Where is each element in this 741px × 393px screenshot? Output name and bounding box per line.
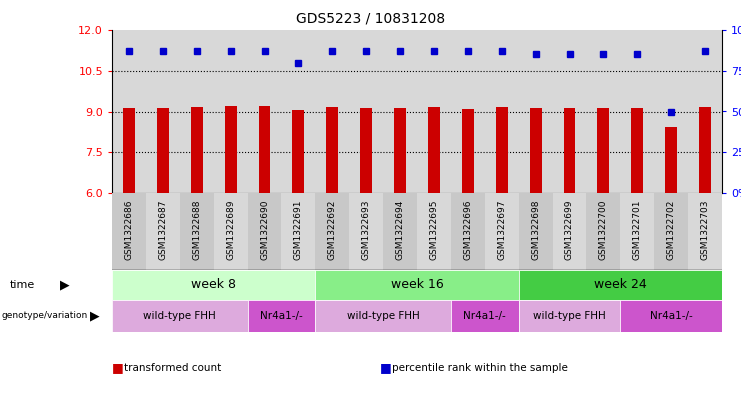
Bar [123,108,135,193]
Bar [157,108,169,193]
Bar [485,193,519,270]
Bar [665,127,677,193]
Text: Nr4a1-/-: Nr4a1-/- [260,311,303,321]
Text: GSM1322697: GSM1322697 [497,199,506,260]
Bar [519,193,553,270]
Bar [428,107,440,193]
Bar [316,193,349,270]
Bar [564,108,576,193]
Text: ■: ■ [112,362,124,375]
Text: ■: ■ [380,362,392,375]
Bar [688,30,722,193]
Bar [654,30,688,193]
Text: GSM1322688: GSM1322688 [192,199,202,260]
Bar [451,30,485,193]
Bar [247,300,316,332]
Bar [282,30,316,193]
Text: Nr4a1-/-: Nr4a1-/- [463,311,506,321]
Text: transformed count: transformed count [124,363,222,373]
Bar [699,107,711,193]
Text: GSM1322698: GSM1322698 [531,199,540,260]
Text: GDS5223 / 10831208: GDS5223 / 10831208 [296,12,445,26]
Bar [383,30,417,193]
Bar [112,193,146,270]
Text: week 8: week 8 [191,279,236,292]
Bar [394,108,406,193]
Bar [190,107,202,193]
Bar [496,107,508,193]
Text: GSM1322700: GSM1322700 [599,199,608,260]
Bar [326,107,338,193]
Bar [349,30,383,193]
Bar [485,30,519,193]
Bar [530,108,542,193]
Text: GSM1322687: GSM1322687 [159,199,167,260]
Bar [553,193,586,270]
Bar [360,108,372,193]
Bar [417,30,451,193]
Bar [631,108,643,193]
Text: GSM1322701: GSM1322701 [633,199,642,260]
Bar [620,30,654,193]
Bar [417,193,451,270]
Bar [519,270,722,300]
Text: wild-type FHH: wild-type FHH [144,311,216,321]
Bar [180,30,213,193]
Text: week 16: week 16 [391,279,443,292]
Bar [620,300,722,332]
Bar [213,193,247,270]
Bar [247,193,282,270]
Text: GSM1322690: GSM1322690 [260,199,269,260]
Text: GSM1322686: GSM1322686 [124,199,133,260]
Bar [112,30,146,193]
Bar [247,30,282,193]
Text: GSM1322689: GSM1322689 [226,199,235,260]
Bar [451,300,519,332]
Text: GSM1322692: GSM1322692 [328,199,336,259]
Text: GSM1322696: GSM1322696 [463,199,472,260]
Bar [688,193,722,270]
Text: genotype/variation: genotype/variation [2,312,88,321]
Text: GSM1322702: GSM1322702 [667,199,676,259]
Bar [316,30,349,193]
Bar [383,193,417,270]
Bar [293,110,305,193]
Bar [586,30,620,193]
Text: GSM1322691: GSM1322691 [294,199,303,260]
Bar [654,193,688,270]
Bar [349,193,383,270]
Bar [213,30,247,193]
Bar [146,30,180,193]
Bar [282,193,316,270]
Bar [586,193,620,270]
Text: wild-type FHH: wild-type FHH [347,311,419,321]
Bar [112,270,316,300]
Text: GSM1322703: GSM1322703 [700,199,710,260]
Text: ▶: ▶ [90,310,99,323]
Bar [180,193,213,270]
Text: week 24: week 24 [594,279,647,292]
Bar [519,30,553,193]
Text: wild-type FHH: wild-type FHH [533,311,606,321]
Bar [553,30,586,193]
Bar [519,300,620,332]
Text: GSM1322693: GSM1322693 [362,199,370,260]
Text: percentile rank within the sample: percentile rank within the sample [392,363,568,373]
Bar [597,108,609,193]
Text: GSM1322699: GSM1322699 [565,199,574,260]
Text: GSM1322695: GSM1322695 [430,199,439,260]
Bar [316,270,519,300]
Text: time: time [10,280,36,290]
Bar [316,300,451,332]
Text: GSM1322694: GSM1322694 [396,199,405,259]
Bar [112,300,247,332]
Bar [620,193,654,270]
Text: Nr4a1-/-: Nr4a1-/- [650,311,693,321]
Bar [146,193,180,270]
Bar [451,193,485,270]
Bar [259,106,270,193]
Bar [225,106,236,193]
Text: ▶: ▶ [60,279,70,292]
Bar [462,109,473,193]
